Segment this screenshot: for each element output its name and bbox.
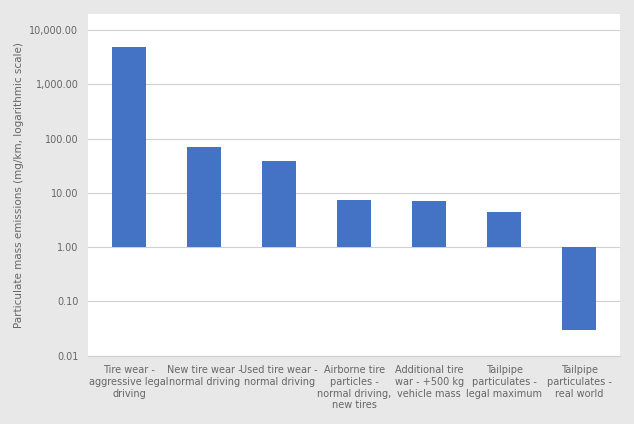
Bar <box>262 162 296 247</box>
Bar <box>562 247 596 330</box>
Bar <box>412 201 446 247</box>
Y-axis label: Particulate mass emissions (mg/km, logarithmic scale): Particulate mass emissions (mg/km, logar… <box>14 42 24 328</box>
Bar <box>112 47 146 247</box>
Bar <box>487 212 521 247</box>
Bar <box>187 147 221 247</box>
Bar <box>337 200 371 247</box>
